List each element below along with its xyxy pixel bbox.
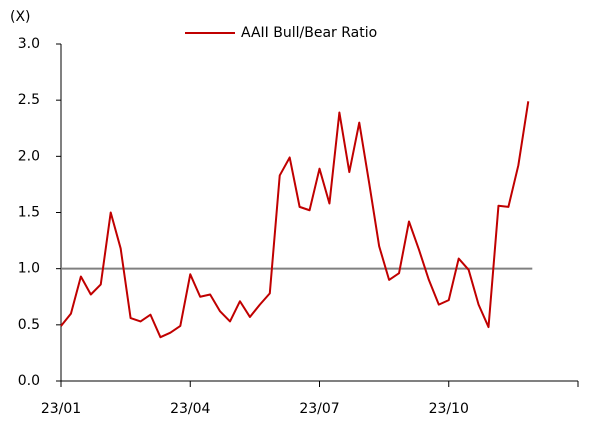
y-tick-label: 0.5 xyxy=(18,317,40,333)
y-axis-label: (X) xyxy=(10,9,31,25)
y-tick-label: 1.0 xyxy=(18,261,40,277)
y-tick-label: 0.0 xyxy=(18,373,40,389)
legend-label: AAII Bull/Bear Ratio xyxy=(241,25,377,41)
x-tick-label: 23/04 xyxy=(170,401,210,417)
x-tick-label: 23/10 xyxy=(429,401,469,417)
y-tick-label: 3.0 xyxy=(18,36,40,52)
y-tick-label: 1.5 xyxy=(18,205,40,221)
x-tick-label: 23/01 xyxy=(41,401,81,417)
x-tick-label: 23/07 xyxy=(299,401,339,417)
y-tick-label: 2.0 xyxy=(18,148,40,164)
data-line xyxy=(60,101,530,339)
y-tick-label: 2.5 xyxy=(18,92,40,108)
